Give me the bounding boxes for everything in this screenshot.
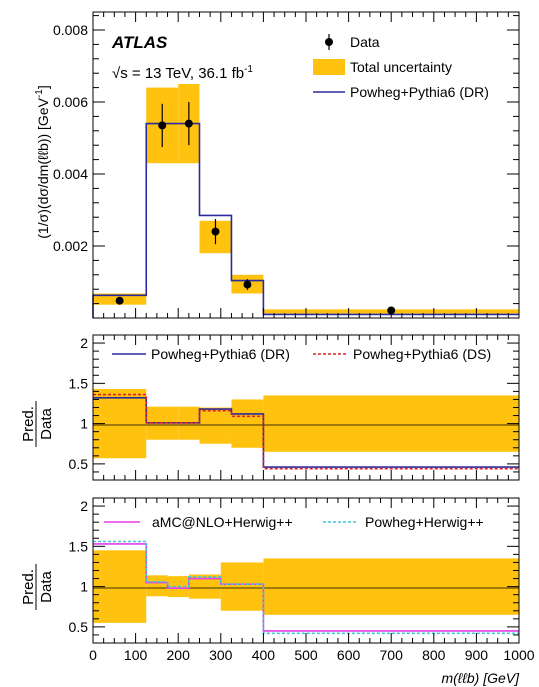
data-point: [115, 296, 124, 305]
data-point: [184, 119, 193, 128]
ratio2-legend: aMC@NLO+Herwig++ Powheg+Herwig++: [104, 514, 484, 530]
main-y-axis-label: (1/σ)(dσ/dm(ℓℓb)) [GeV-1]: [34, 85, 51, 238]
r1-band-bin: [231, 399, 264, 448]
ratio2-ylabel-numerator: Pred.: [20, 569, 37, 605]
legend-entry-data: Data: [325, 34, 380, 50]
y-tick-label: 0.008: [53, 22, 88, 38]
x-axis-label: m(ℓℓb) [GeV]: [441, 670, 520, 686]
y-tick-label: 2: [80, 498, 88, 514]
main-panel: 0.002 0.004 0.006 0.008 (1/σ)(dσ/dm(ℓℓb)) […: [34, 11, 520, 319]
data-point: [158, 121, 167, 130]
legend-r2-amc-label: aMC@NLO+Herwig++: [152, 514, 293, 530]
energy-luminosity-label: √s = 13 TeV, 36.1 fb-1: [112, 64, 253, 82]
main-data-points: [115, 102, 396, 315]
y-tick-label: 1: [80, 416, 88, 432]
ratio1-prediction-lines: [93, 393, 519, 470]
ratio1-y-axis-label: Pred. Data: [20, 401, 55, 447]
ratio-panel-2: 0.5 1 1.5 2 0 100 200 300 400 500 600 700 800 900 100…: [20, 497, 535, 686]
legend-r2-powheg-herwig-label: Powheg+Herwig++: [365, 514, 484, 530]
main-legend: Data Total uncertainty Powheg+Pythia6 (D…: [313, 34, 489, 100]
y-tick-label: 0.5: [69, 619, 89, 635]
r2-band-bin: [146, 575, 168, 597]
ratio2-uncertainty-band: [93, 550, 519, 623]
r2-series-line: [93, 540, 519, 635]
y-tick-label: 0.006: [53, 94, 88, 110]
legend-r1-dr-label: Powheg+Pythia6 (DR): [151, 346, 290, 362]
x-tick-label: 0: [89, 647, 97, 663]
x-tick-label: 100: [124, 647, 148, 663]
ratio2-y-axis-label: Pred. Data: [20, 564, 55, 610]
x-tick-label: 500: [294, 647, 318, 663]
ratio2-prediction-lines: [93, 540, 519, 635]
ratio2-ylabel-denominator: Data: [38, 571, 55, 603]
main-uncertainty-band: [93, 84, 519, 314]
y-tick-label: 0.004: [53, 166, 88, 182]
ratio2-y-tick-labels: 0.5 1 1.5 2: [69, 498, 89, 635]
legend-entry-powheg-pythia6-dr: Powheg+Pythia6 (DR): [313, 84, 489, 100]
ratio1-axis-ticks: [92, 334, 520, 481]
legend-band-label: Total uncertainty: [350, 59, 452, 75]
legend-entry-total-uncertainty: Total uncertainty: [313, 59, 452, 75]
r1-series-line: [93, 393, 519, 470]
ratio1-ylabel-denominator: Data: [38, 408, 55, 440]
y-tick-label: 1.5: [69, 538, 89, 554]
data-point: [211, 227, 220, 236]
atlas-label: ATLAS: [111, 33, 168, 52]
legend-band-swatch: [313, 59, 345, 75]
x-tick-labels: 0 100 200 300 400 500 600 700 800 900 1000: [89, 647, 535, 663]
ratio1-legend: Powheg+Pythia6 (DR) Powheg+Pythia6 (DS): [112, 346, 491, 362]
legend-r1-ds-label: Powheg+Pythia6 (DS): [353, 346, 491, 362]
ratio-panel-1: 0.5 1 1.5 2 Pred. Data Powheg+Pythia6 (DR) …: [20, 334, 520, 481]
r1-band-bin: [263, 395, 519, 452]
main-y-tick-labels: 0.002 0.004 0.006 0.008: [53, 22, 88, 254]
ratio1-uncertainty-band: [93, 388, 519, 459]
x-tick-label: 600: [337, 647, 361, 663]
data-point: [243, 280, 252, 289]
main-plot-frame: [92, 11, 520, 319]
r2-band-bin: [220, 562, 264, 611]
ratio1-ylabel-numerator: Pred.: [20, 406, 37, 442]
legend-powheg-dr-label: Powheg+Pythia6 (DR): [350, 84, 489, 100]
y-tick-label: 0.002: [53, 238, 88, 254]
x-tick-label: 900: [465, 647, 489, 663]
ratio1-y-tick-labels: 0.5 1 1.5 2: [69, 335, 89, 472]
main-axis-ticks: [92, 12, 520, 319]
legend-data-label: Data: [350, 34, 380, 50]
legend-data-marker: [325, 38, 333, 46]
x-tick-label: 800: [422, 647, 446, 663]
x-tick-label: 700: [380, 647, 404, 663]
y-tick-label: 1: [80, 579, 88, 595]
y-tick-label: 2: [80, 335, 88, 351]
y-tick-label: 0.5: [69, 456, 89, 472]
x-tick-label: 400: [252, 647, 276, 663]
main-series-line: [92, 122, 519, 318]
y-tick-label: 1.5: [69, 375, 89, 391]
x-tick-label: 300: [209, 647, 233, 663]
r2-band-bin: [263, 558, 519, 615]
x-tick-label: 200: [167, 647, 191, 663]
r1-band-bin: [199, 407, 232, 444]
main-prediction-lines: [92, 122, 519, 318]
ratio2-axis-ticks: [92, 497, 520, 644]
x-tick-label: 1000: [503, 647, 534, 663]
